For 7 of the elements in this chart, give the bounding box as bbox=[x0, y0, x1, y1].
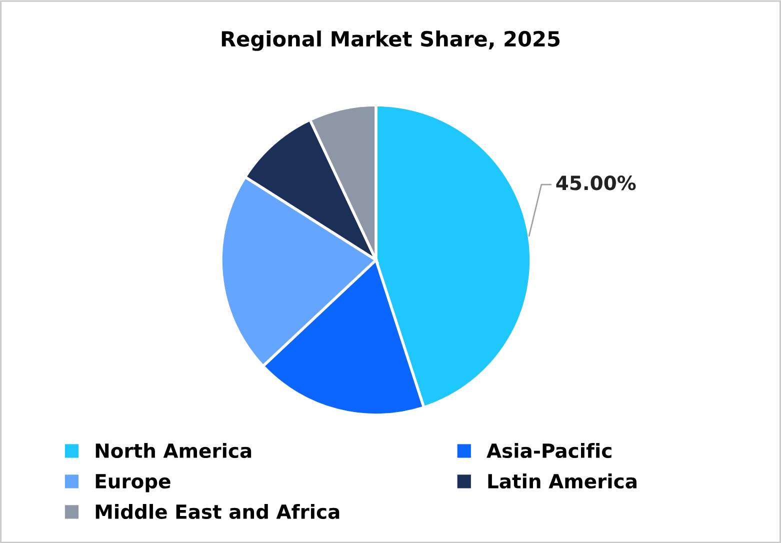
legend-label: Europe bbox=[96, 474, 170, 492]
legend-label: North America bbox=[96, 442, 252, 458]
legend-label: Latin America bbox=[488, 473, 636, 489]
legend-label: Middle East and Africa bbox=[96, 504, 340, 520]
data-label: 45.00% bbox=[556, 176, 636, 190]
chart-title: Regional Market Share, 2025 bbox=[222, 30, 560, 51]
legend-label: Asia-Pacific bbox=[486, 442, 612, 458]
